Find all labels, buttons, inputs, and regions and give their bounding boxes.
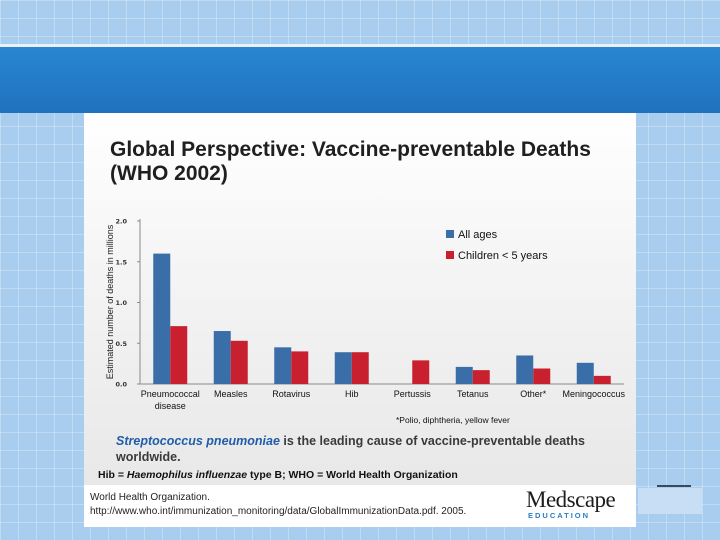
bar-children-under-5 [533,368,551,384]
category-label: Pneumococcal [141,389,200,399]
bar-children-under-5 [351,352,369,384]
bar-children-under-5 [230,340,248,384]
bar-all-ages [274,347,292,384]
category-label: Pertussis [394,389,432,399]
reference-line-2: http://www.who.int/immunization_monitori… [90,506,467,517]
bar-all-ages [153,253,171,384]
legend-label: All ages [458,229,498,241]
slide-title: Global Perspective: Vaccine-preventable … [110,138,591,185]
top-strip [0,44,720,47]
y-tick-label: 0.5 [115,340,127,348]
bar-children-under-5 [412,360,430,384]
slide-panel: Global Perspective: Vaccine-preventable … [84,113,636,527]
y-axis-title: Estimated number of deaths in millions [105,224,115,379]
y-tick-label: 2.0 [115,218,127,226]
bar-children-under-5 [291,351,309,384]
y-tick-label: 1.0 [115,299,127,307]
bar-children-under-5 [472,370,490,384]
reference-text: World Health Organization. http://www.wh… [90,491,520,519]
category-label: disease [155,401,186,411]
reference-footer: World Health Organization. http://www.wh… [84,485,636,527]
key-message: Streptococcus pneumoniae is the leading … [116,433,626,465]
category-label: Tetanus [457,389,489,399]
abbrev-hib: Hib = [98,469,127,481]
category-label: Hib [345,389,359,399]
legend-label: Children < 5 years [458,250,548,262]
legend-swatch [446,230,454,238]
key-message-organism: Streptococcus pneumoniae [116,434,280,448]
bar-all-ages [455,366,473,384]
abbreviations: Hib = Haemophilus influenzae type B; WHO… [98,469,618,481]
decorative-block [638,488,702,514]
category-label: Measles [214,389,248,399]
category-label: Other* [520,389,547,399]
bar-children-under-5 [593,375,611,384]
legend-swatch [446,251,454,259]
bar-all-ages [516,355,534,384]
chart-footnote: *Polio, diphtheria, yellow fever [396,415,510,425]
category-label: Meningococcus [562,389,625,399]
category-label: Rotavirus [272,389,311,399]
header-banner [0,47,720,113]
medscape-logo: Medscape EDUCATION [526,487,622,523]
bar-all-ages [334,352,352,384]
bar-children-under-5 [170,326,188,384]
bar-all-ages [213,331,231,384]
abbrev-hib-name: Haemophilus influenzae [126,469,248,481]
y-tick-label: 1.5 [115,258,127,266]
key-message-text: is the leading cause of vaccine-preventa… [116,434,585,464]
bar-all-ages [576,362,594,384]
reference-line-1: World Health Organization. [90,492,210,503]
y-tick-label: 0.0 [115,381,127,389]
logo-subtitle: EDUCATION [528,511,591,520]
logo-name: Medscape [526,487,616,512]
abbrev-rest: type B; WHO = World Health Organization [247,469,458,481]
decorative-dash [657,485,691,487]
